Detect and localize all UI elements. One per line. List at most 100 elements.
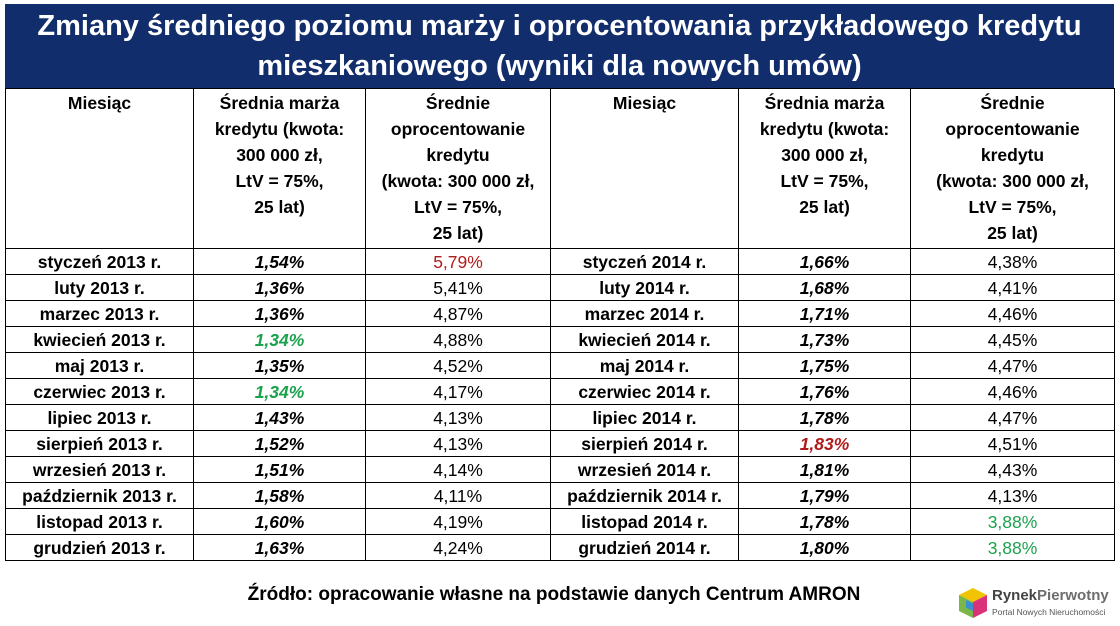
margin-2013-cell: 1,54% bbox=[194, 249, 366, 275]
header-rate-2013: Średnie oprocentowanie kredytu (kwota: 300 … bbox=[366, 89, 551, 249]
rate-2013-cell: 4,52% bbox=[366, 353, 551, 379]
rate-2013-cell: 5,41% bbox=[366, 275, 551, 301]
table-row: październik 2013 r. 1,58% 4,11% październik… bbox=[6, 483, 1115, 509]
header-row: Miesiąc Średnia marża kredytu (kwota: 300 … bbox=[6, 89, 1115, 249]
margin-2014-cell: 1,83% bbox=[739, 431, 911, 457]
title-line-1: Zmiany średniego poziomu marży i oprocen… bbox=[37, 6, 1081, 46]
margin-2013-cell: 1,34% bbox=[194, 327, 366, 353]
month-2013-cell: czerwiec 2013 r. bbox=[6, 379, 194, 405]
rate-2014-cell: 3,88% bbox=[911, 535, 1115, 561]
logo-tagline: Portal Nowych Nieruchomości bbox=[992, 607, 1105, 617]
margin-2013-cell: 1,35% bbox=[194, 353, 366, 379]
month-2013-cell: grudzień 2013 r. bbox=[6, 535, 194, 561]
month-2013-cell: wrzesień 2013 r. bbox=[6, 457, 194, 483]
header-margin-2013: Średnia marża kredytu (kwota: 300 000 zł, L… bbox=[194, 89, 366, 249]
data-table: Miesiąc Średnia marża kredytu (kwota: 300 … bbox=[5, 88, 1115, 561]
rate-2013-cell: 4,17% bbox=[366, 379, 551, 405]
rate-2014-cell: 4,51% bbox=[911, 431, 1115, 457]
table-row: luty 2013 r. 1,36% 5,41% luty 2014 r. 1,68% 4… bbox=[6, 275, 1115, 301]
margin-2014-cell: 1,66% bbox=[739, 249, 911, 275]
rate-2014-cell: 4,46% bbox=[911, 379, 1115, 405]
rynekpierwotny-logo: RynekPierwotny Portal Nowych Nieruchomoś… bbox=[956, 586, 1116, 622]
margin-2014-cell: 1,73% bbox=[739, 327, 911, 353]
rate-2013-cell: 4,87% bbox=[366, 301, 551, 327]
header-margin-2014: Średnia marża kredytu (kwota: 300 000 zł, L… bbox=[739, 89, 911, 249]
margin-2013-cell: 1,34% bbox=[194, 379, 366, 405]
month-2013-cell: kwiecień 2013 r. bbox=[6, 327, 194, 353]
rate-2013-cell: 4,11% bbox=[366, 483, 551, 509]
header-rate-2014: Średnie oprocentowanie kredytu (kwota: 300 … bbox=[911, 89, 1115, 249]
title-line-2: mieszkaniowego (wyniki dla nowych umów) bbox=[37, 46, 1081, 86]
margin-2013-cell: 1,36% bbox=[194, 275, 366, 301]
month-2014-cell: kwiecień 2014 r. bbox=[551, 327, 739, 353]
table-row: grudzień 2013 r. 1,63% 4,24% grudzień 2014 … bbox=[6, 535, 1115, 561]
table-row: czerwiec 2013 r. 1,34% 4,17% czerwiec 2014 … bbox=[6, 379, 1115, 405]
margin-2013-cell: 1,60% bbox=[194, 509, 366, 535]
margin-2013-cell: 1,52% bbox=[194, 431, 366, 457]
rate-2013-cell: 4,24% bbox=[366, 535, 551, 561]
month-2014-cell: październik 2014 r. bbox=[551, 483, 739, 509]
margin-2013-cell: 1,43% bbox=[194, 405, 366, 431]
rate-2013-cell: 4,14% bbox=[366, 457, 551, 483]
logo-cube-icon bbox=[956, 586, 990, 620]
month-2014-cell: maj 2014 r. bbox=[551, 353, 739, 379]
rate-2014-cell: 3,88% bbox=[911, 509, 1115, 535]
table-row: listopad 2013 r. 1,60% 4,19% listopad 2014 … bbox=[6, 509, 1115, 535]
rate-2014-cell: 4,38% bbox=[911, 249, 1115, 275]
rate-2014-cell: 4,43% bbox=[911, 457, 1115, 483]
margin-2014-cell: 1,71% bbox=[739, 301, 911, 327]
rate-2014-cell: 4,46% bbox=[911, 301, 1115, 327]
logo-name: RynekPierwotny bbox=[992, 587, 1109, 604]
margin-2013-cell: 1,51% bbox=[194, 457, 366, 483]
month-2014-cell: marzec 2014 r. bbox=[551, 301, 739, 327]
table-row: lipiec 2013 r. 1,43% 4,13% lipiec 2014 r. 1,… bbox=[6, 405, 1115, 431]
month-2014-cell: lipiec 2014 r. bbox=[551, 405, 739, 431]
month-2014-cell: sierpień 2014 r. bbox=[551, 431, 739, 457]
table-row: wrzesień 2013 r. 1,51% 4,14% wrzesień 2014 … bbox=[6, 457, 1115, 483]
rate-2013-cell: 4,19% bbox=[366, 509, 551, 535]
margin-2013-cell: 1,36% bbox=[194, 301, 366, 327]
margin-2014-cell: 1,81% bbox=[739, 457, 911, 483]
month-2013-cell: lipiec 2013 r. bbox=[6, 405, 194, 431]
margin-2014-cell: 1,75% bbox=[739, 353, 911, 379]
month-2013-cell: sierpień 2013 r. bbox=[6, 431, 194, 457]
month-2013-cell: marzec 2013 r. bbox=[6, 301, 194, 327]
margin-2014-cell: 1,80% bbox=[739, 535, 911, 561]
margin-2014-cell: 1,68% bbox=[739, 275, 911, 301]
margin-2013-cell: 1,63% bbox=[194, 535, 366, 561]
table-body: styczeń 2013 r. 1,54% 5,79% styczeń 2014 r.… bbox=[6, 249, 1115, 561]
rate-2014-cell: 4,47% bbox=[911, 353, 1115, 379]
month-2014-cell: styczeń 2014 r. bbox=[551, 249, 739, 275]
source-note: Źródło: opracowanie własne na podstawie … bbox=[0, 584, 1120, 606]
margin-2013-cell: 1,58% bbox=[194, 483, 366, 509]
margin-2014-cell: 1,79% bbox=[739, 483, 911, 509]
margin-2014-cell: 1,76% bbox=[739, 379, 911, 405]
table-row: maj 2013 r. 1,35% 4,52% maj 2014 r. 1,75% 4,4… bbox=[6, 353, 1115, 379]
month-2013-cell: październik 2013 r. bbox=[6, 483, 194, 509]
month-2013-cell: luty 2013 r. bbox=[6, 275, 194, 301]
table-row: kwiecień 2013 r. 1,34% 4,88% kwiecień 2014 … bbox=[6, 327, 1115, 353]
month-2014-cell: listopad 2014 r. bbox=[551, 509, 739, 535]
month-2013-cell: maj 2013 r. bbox=[6, 353, 194, 379]
rate-2014-cell: 4,47% bbox=[911, 405, 1115, 431]
rate-2013-cell: 4,88% bbox=[366, 327, 551, 353]
rate-2013-cell: 4,13% bbox=[366, 431, 551, 457]
header-month-2013: Miesiąc bbox=[6, 89, 194, 249]
rate-2014-cell: 4,45% bbox=[911, 327, 1115, 353]
margin-2014-cell: 1,78% bbox=[739, 405, 911, 431]
rate-2013-cell: 5,79% bbox=[366, 249, 551, 275]
table-row: styczeń 2013 r. 1,54% 5,79% styczeń 2014 r.… bbox=[6, 249, 1115, 275]
table-title: Zmiany średniego poziomu marży i oprocen… bbox=[5, 4, 1114, 88]
month-2014-cell: wrzesień 2014 r. bbox=[551, 457, 739, 483]
month-2013-cell: listopad 2013 r. bbox=[6, 509, 194, 535]
table-row: sierpień 2013 r. 1,52% 4,13% sierpień 2014 … bbox=[6, 431, 1115, 457]
header-month-2014: Miesiąc bbox=[551, 89, 739, 249]
rate-2013-cell: 4,13% bbox=[366, 405, 551, 431]
margin-2014-cell: 1,78% bbox=[739, 509, 911, 535]
rate-2014-cell: 4,41% bbox=[911, 275, 1115, 301]
month-2014-cell: czerwiec 2014 r. bbox=[551, 379, 739, 405]
month-2014-cell: luty 2014 r. bbox=[551, 275, 739, 301]
month-2014-cell: grudzień 2014 r. bbox=[551, 535, 739, 561]
month-2013-cell: styczeń 2013 r. bbox=[6, 249, 194, 275]
rate-2014-cell: 4,13% bbox=[911, 483, 1115, 509]
